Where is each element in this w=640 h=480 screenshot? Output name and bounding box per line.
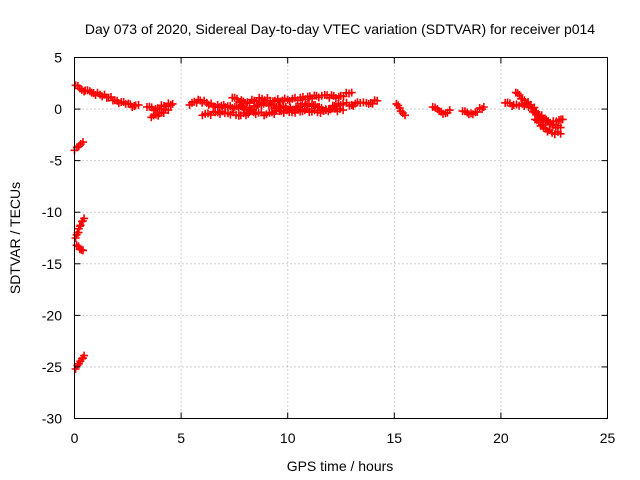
x-tick-label: 5 — [177, 430, 185, 446]
data-point — [479, 103, 488, 111]
data-point — [392, 99, 401, 108]
data-point — [463, 108, 472, 117]
x-tick-label: 15 — [387, 430, 403, 446]
grid-lines — [74, 57, 608, 419]
y-tick-label: -30 — [42, 411, 62, 427]
data-point — [85, 87, 94, 96]
data-point — [71, 365, 80, 373]
data-point — [347, 100, 356, 109]
data-point — [373, 96, 382, 105]
data-points — [70, 81, 567, 373]
y-axis-label: SDTVAR / TECUs — [7, 182, 23, 294]
y-tick-labels: -30 -25 -20 -15 -10 -5 0 5 — [42, 50, 62, 427]
data-point — [401, 111, 409, 120]
y-tick-label: -5 — [50, 153, 63, 169]
data-point — [76, 221, 85, 230]
y-tick-label: -10 — [42, 204, 62, 220]
x-tick-label: 25 — [600, 430, 616, 446]
y-tick-label: -15 — [42, 256, 62, 272]
x-tick-labels: 0 5 10 15 20 25 — [71, 430, 616, 446]
data-point — [168, 99, 177, 108]
data-point — [537, 111, 546, 120]
data-point — [80, 351, 89, 360]
y-tick-label: -20 — [42, 307, 62, 323]
data-point — [347, 88, 356, 97]
data-point — [508, 102, 517, 110]
data-point — [556, 129, 565, 138]
x-tick-label: 20 — [493, 430, 509, 446]
data-point — [558, 115, 567, 124]
data-point — [339, 106, 348, 115]
plot-frame — [74, 57, 608, 419]
x-tick-label: 10 — [280, 430, 296, 446]
data-point — [534, 110, 543, 118]
axis-ticks — [74, 57, 608, 419]
y-tick-label: 0 — [54, 101, 62, 117]
data-point — [134, 100, 143, 109]
y-tick-label: -25 — [42, 359, 62, 375]
data-point — [530, 103, 539, 112]
x-axis-label: GPS time / hours — [287, 458, 394, 474]
x-tick-label: 0 — [71, 430, 79, 446]
y-tick-label: 5 — [54, 50, 62, 66]
chart-title: Day 073 of 2020, Sidereal Day-to-day VTE… — [85, 21, 595, 37]
data-point — [166, 101, 175, 110]
data-point — [445, 106, 454, 115]
data-point — [80, 214, 89, 223]
data-point — [164, 106, 173, 115]
data-point — [513, 89, 522, 98]
data-point — [79, 246, 87, 255]
data-point — [79, 138, 87, 147]
